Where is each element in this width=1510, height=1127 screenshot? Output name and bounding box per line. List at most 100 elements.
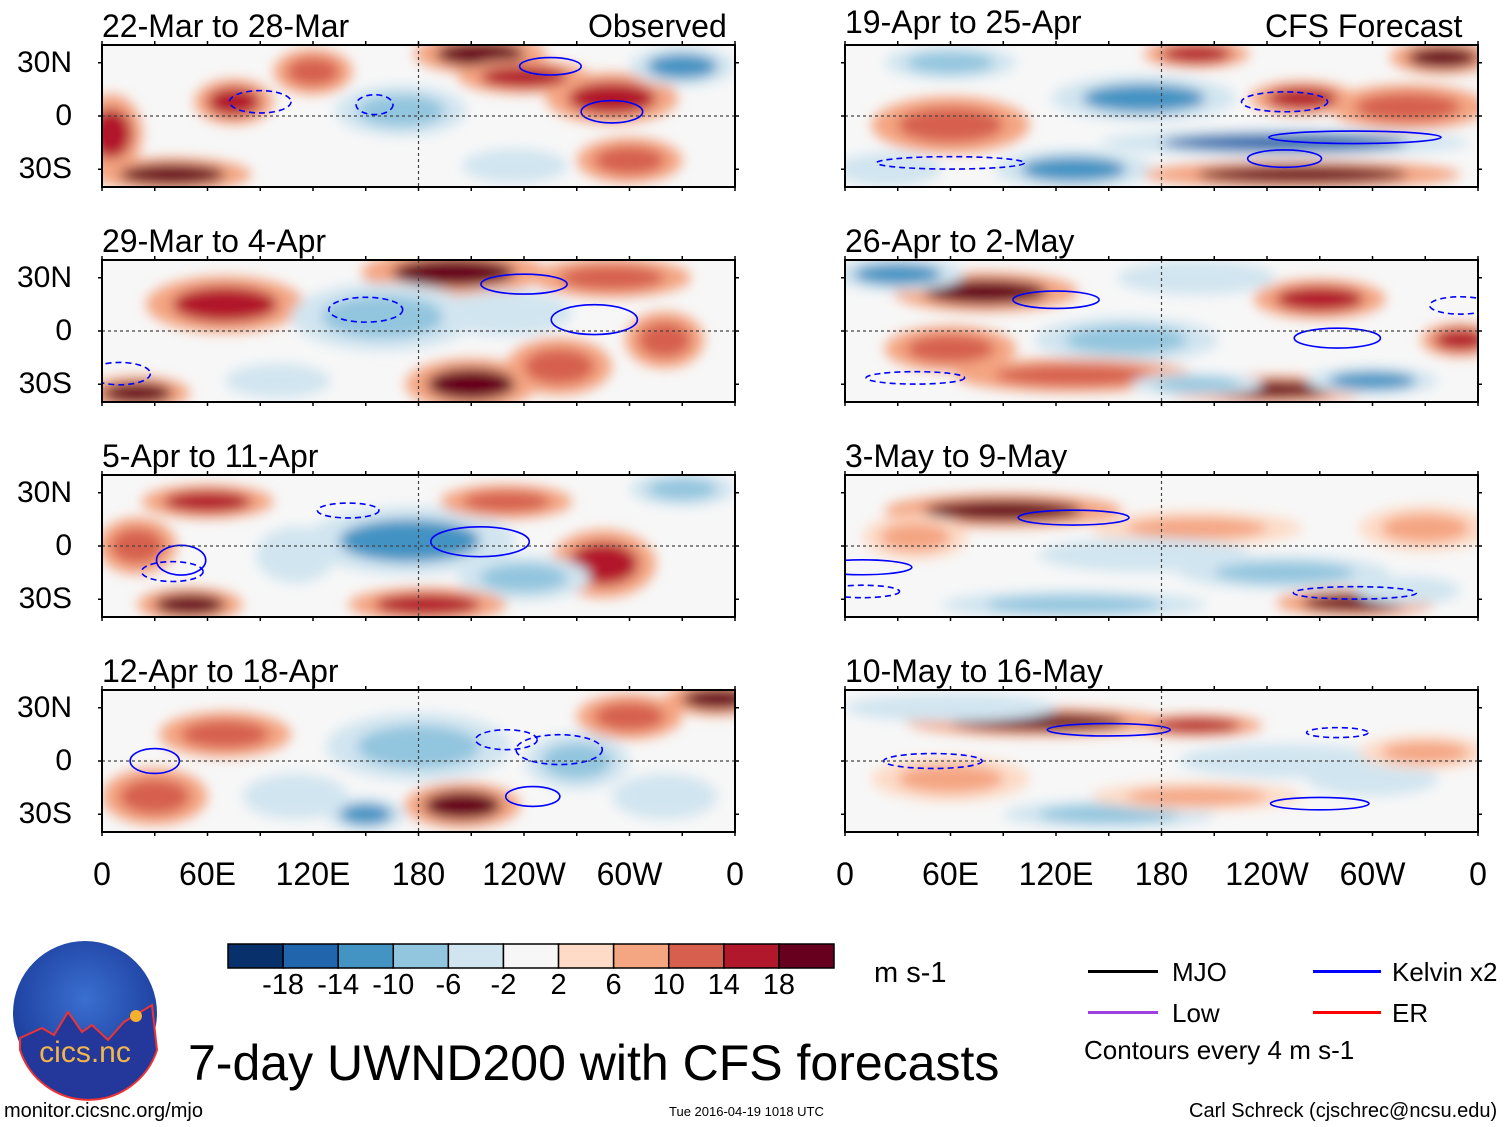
anomaly-blob	[1328, 371, 1417, 390]
anomaly-blob	[906, 52, 995, 74]
lat-label: 0	[55, 99, 72, 132]
footer-author: Carl Schreck (cjschrec@ncsu.edu)	[1189, 1100, 1498, 1122]
panel-title: 3-May to 9-May	[845, 438, 1068, 474]
cicsnc-logo: cics.nc	[13, 941, 159, 1101]
anomaly-blob	[339, 803, 393, 825]
anomaly-blob	[1126, 787, 1267, 806]
anomaly-blob	[682, 690, 735, 710]
kelvin-contour	[430, 526, 531, 558]
map-panel	[98, 471, 739, 621]
main-title: 7-day UWND200 with CFS forecasts	[188, 1035, 1000, 1091]
kelvin-contour	[1269, 796, 1370, 811]
anomaly-blob	[392, 260, 516, 287]
colorbar-label: -10	[372, 969, 415, 1001]
anomaly-blob	[1143, 267, 1250, 289]
footer-timestamp: Tue 2016-04-19 1018 UTC	[669, 1104, 824, 1119]
anomaly-blob	[427, 368, 516, 401]
anomaly-blob	[1407, 46, 1478, 69]
anomaly-blob	[897, 107, 1004, 143]
footer-url[interactable]: monitor.cicsnc.org/mjo	[4, 1100, 203, 1122]
map-panel	[98, 686, 739, 836]
anomaly-blob	[647, 53, 718, 79]
anomaly-blob	[110, 528, 164, 564]
lon-label: 0	[93, 856, 111, 892]
anomaly-blob	[629, 782, 700, 811]
colorbar-label: -2	[490, 969, 517, 1001]
kelvin-contour	[1293, 327, 1382, 349]
observed-label: Observed	[588, 8, 727, 44]
anomaly-blob	[1328, 768, 1417, 790]
lon-label: 60W	[1339, 856, 1406, 892]
anomaly-blob	[260, 782, 331, 811]
anomaly-blob	[119, 778, 190, 815]
colorbar-label: -14	[317, 969, 360, 1001]
colorbar-swatch	[502, 943, 560, 969]
anomaly-blob	[1073, 544, 1215, 566]
anomaly-blob	[1038, 805, 1180, 824]
panel-title: 26-Apr to 2-May	[845, 223, 1075, 259]
colorbar-label: 10	[652, 969, 685, 1001]
anomaly-blob	[1152, 718, 1241, 733]
kelvin-contour	[328, 296, 404, 323]
anomaly-blob	[906, 334, 995, 363]
kelvin-contour	[155, 544, 207, 576]
kelvin-contour	[480, 273, 568, 295]
anomaly-blob	[924, 279, 1048, 305]
anomaly-blob	[1082, 84, 1206, 113]
colorbar-swatch	[337, 943, 395, 969]
anomaly-blob	[1064, 325, 1188, 355]
colorbar-swatch	[612, 943, 670, 969]
colorbar-label: 14	[707, 969, 740, 1001]
anomaly-blob	[994, 364, 1153, 387]
panel-title: 10-May to 16-May	[845, 653, 1103, 689]
anomaly-blob	[102, 382, 173, 402]
anomaly-blob	[594, 146, 665, 175]
colorbar-swatch	[227, 943, 284, 969]
anomaly-blob	[647, 478, 718, 500]
map-panel	[98, 41, 739, 191]
legend-line-kelvin	[1313, 970, 1381, 973]
kelvin-contour	[518, 56, 582, 76]
anomaly-blob	[286, 57, 340, 86]
anomaly-blob	[207, 87, 261, 116]
legend-label-kelvin: Kelvin x2	[1392, 957, 1498, 987]
anomaly-blob	[1196, 165, 1408, 184]
kelvin-contour	[1246, 149, 1323, 169]
lat-label: 30S	[18, 582, 72, 615]
panel-title: 22-Mar to 28-Mar	[102, 8, 350, 44]
kelvin-contour	[1017, 509, 1130, 526]
colorbar-label: -6	[435, 969, 462, 1001]
colorbar-swatch	[723, 943, 780, 969]
legend-line-low	[1088, 1011, 1158, 1014]
lat-label: 0	[55, 529, 72, 562]
anomaly-blob	[1214, 561, 1355, 584]
anomaly-blob	[1275, 286, 1364, 312]
kelvin-contour	[1012, 290, 1100, 310]
anomaly-blob	[594, 702, 665, 731]
lat-label: 0	[55, 744, 72, 777]
lat-label: 30S	[18, 367, 72, 400]
kelvin-contour	[845, 559, 913, 576]
anomaly-blob	[1161, 133, 1408, 152]
map-panel	[841, 256, 1482, 406]
legend-label-low: Low	[1172, 998, 1220, 1028]
kelvin-contour	[515, 733, 604, 766]
colorbar-swatch	[557, 943, 615, 969]
anomaly-blob	[102, 108, 132, 159]
lon-label: 60E	[922, 856, 979, 892]
lon-label: 180	[391, 856, 446, 892]
anomaly-blob	[480, 155, 551, 177]
anomaly-blob	[1020, 156, 1127, 182]
panel-title: 12-Apr to 18-Apr	[102, 653, 339, 689]
colorbar	[227, 943, 835, 969]
lon-label: 180	[1134, 856, 1189, 892]
anomaly-blob	[1434, 329, 1478, 351]
lon-label: 60E	[179, 856, 236, 892]
anomaly-blob	[181, 720, 270, 749]
lat-label: 30N	[16, 691, 72, 724]
kelvin-contour	[140, 560, 204, 583]
colorbar-label: 18	[762, 969, 796, 1001]
kelvin-contour	[845, 584, 901, 599]
map-panel	[841, 471, 1482, 621]
